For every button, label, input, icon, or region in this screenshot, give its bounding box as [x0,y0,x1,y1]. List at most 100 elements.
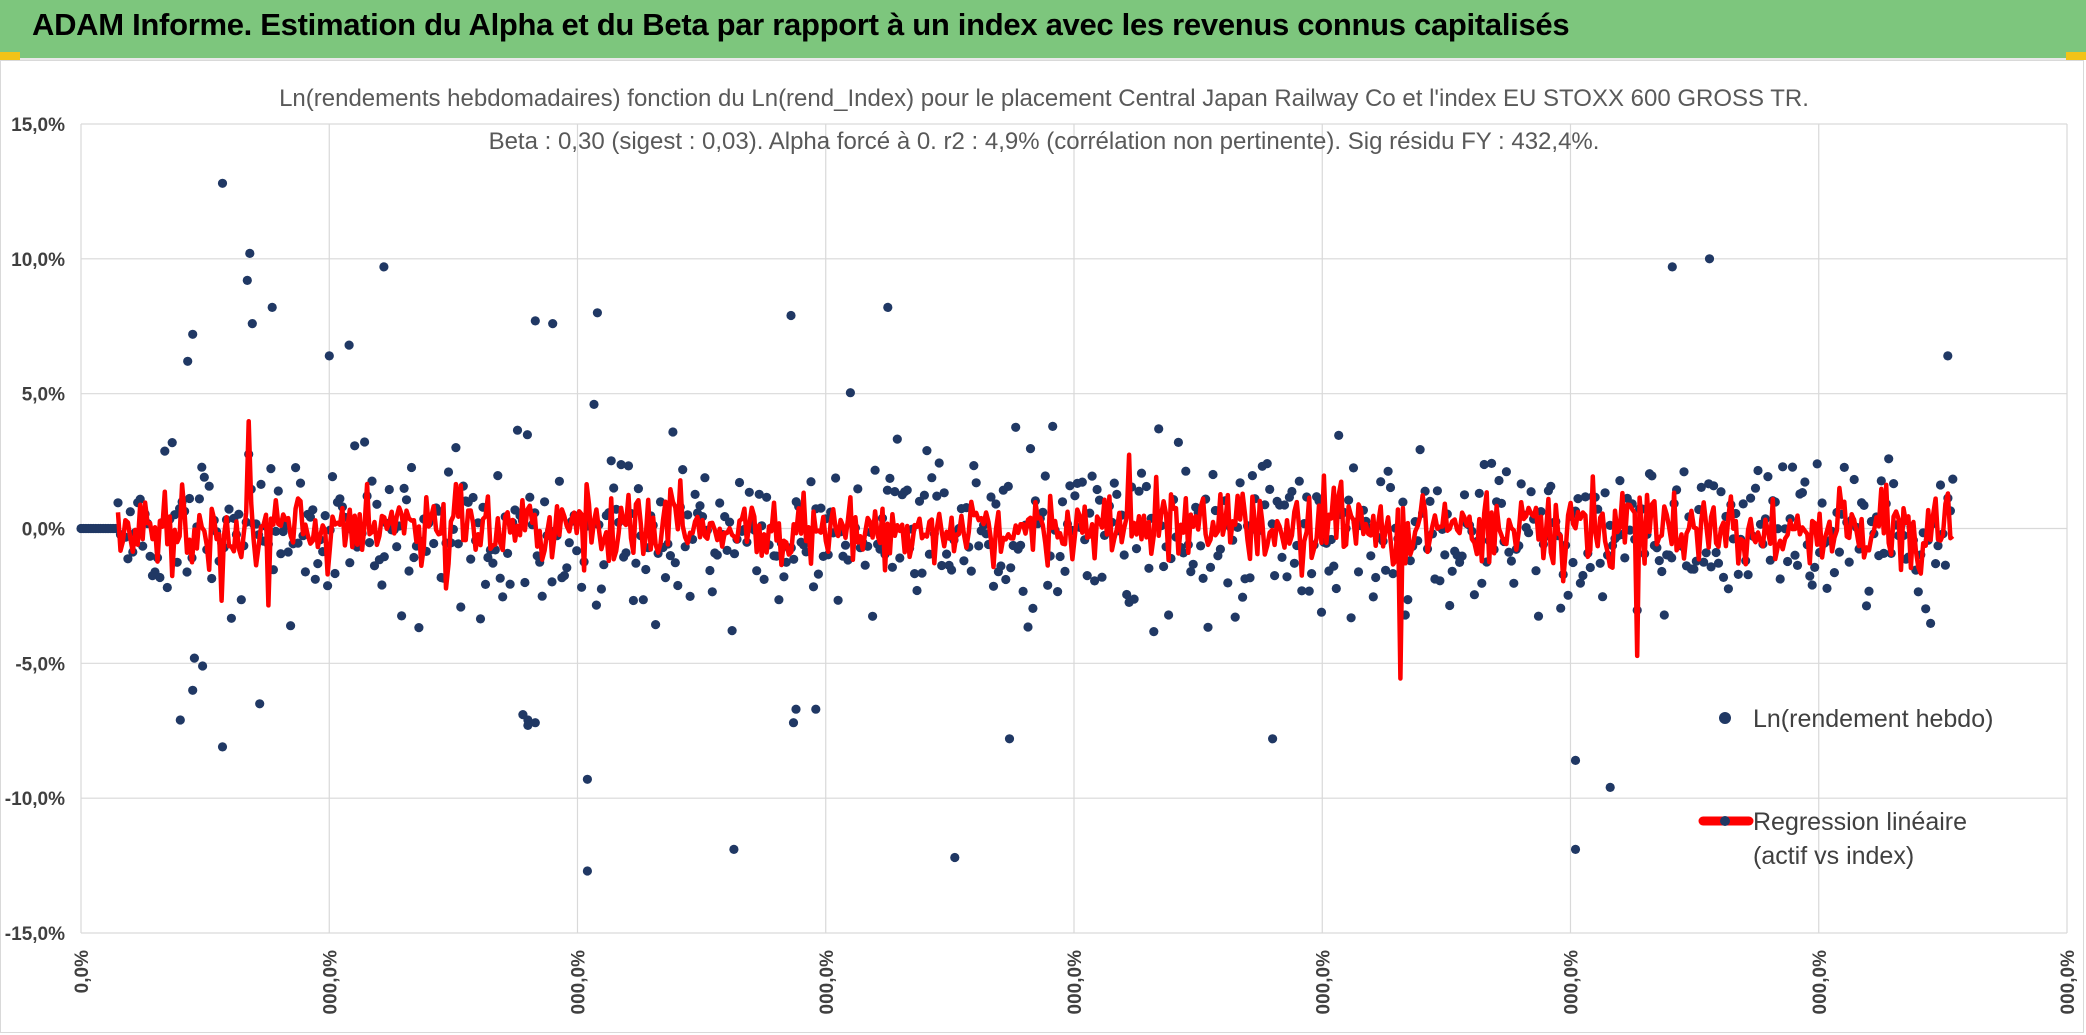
scatter-point [919,490,930,500]
scatter-point [1679,467,1689,477]
x-tick-label: 000,0% [1810,950,1831,1015]
scatter-point [522,430,533,440]
scatter-point [493,471,503,481]
scatter-point [293,538,303,548]
scatter-point [1879,548,1889,558]
scatter-point [934,458,944,468]
scatter-point [1600,488,1610,498]
scatter-point [572,546,582,556]
scatter-point [599,560,609,570]
scatter-point [1094,495,1105,505]
scatter-point [1122,589,1132,600]
scatter-point [1136,468,1147,478]
scatter-point [1943,351,1953,361]
scatter-point [1859,500,1869,510]
scatter-point [1775,574,1785,584]
scatter-point [1090,576,1100,586]
scatter-point [1289,558,1299,568]
scatter-point [123,554,133,564]
scatter-point [1134,486,1144,496]
scatter-point [1716,487,1726,497]
scatter-point [1405,556,1415,566]
scatter-point [443,467,454,477]
scatter-point [310,574,320,584]
scatter-point [247,319,257,329]
scatter-point [1570,844,1581,855]
scatter-point [273,486,283,496]
x-tick-label: 000,0% [817,950,838,1015]
scatter-point [1563,590,1573,600]
scatter-point [939,488,949,498]
scatter-point [1223,578,1233,588]
scatter-point [207,573,217,584]
scatter-point [453,539,463,549]
y-tick-label: -15,0% [5,924,65,945]
scatter-point [475,614,486,624]
regression-line [115,418,1955,681]
scatter-point [548,319,558,329]
scatter-point [1738,499,1748,509]
scatter-point [1060,566,1070,576]
scatter-point [1023,622,1033,632]
scatter-point [1331,583,1341,594]
scatter-point [991,499,1001,509]
scatter-point [606,456,616,466]
regression-line-layer [115,418,1955,681]
scatter-point [1605,782,1615,793]
scatter-point [959,556,969,566]
scatter-point [1097,572,1107,582]
scatter-point [577,582,587,592]
scatter-point [1477,578,1487,588]
scatter-point [831,473,841,483]
scatter-point [234,509,244,519]
scatter-point [397,611,407,621]
legend-marker-scatter [1719,712,1731,724]
scatter-point [189,653,199,663]
scatter-point [651,620,661,630]
scatter-point [1282,572,1292,582]
scatter-point [1889,479,1899,489]
scatter-point [774,595,784,605]
scatter-point [530,718,540,728]
scatter-point [488,558,498,568]
scatter-point [685,591,695,602]
scatter-point [786,310,796,321]
scatter-point [665,551,676,561]
scatter-point [468,492,478,503]
scatter-point [525,492,535,502]
scatter-point [1800,477,1810,487]
scatter-point [589,399,599,409]
scatter-point [324,351,334,361]
scatter-point [1385,482,1396,493]
scatter-point [762,492,772,502]
scatter-point [1087,471,1097,481]
scatter-point [1706,562,1716,572]
scatter-point [1753,465,1763,476]
scatter-point [350,441,360,451]
scatter-point [406,462,417,473]
scatter-point [892,434,902,444]
scatter-point [1667,553,1677,563]
scatter-point [1353,567,1364,577]
scatter-point [840,540,851,550]
scatter-point [1262,459,1272,469]
scatter-point [401,495,412,505]
scatter-point [1479,459,1489,470]
scatter-point [1235,478,1245,488]
scatter-point [678,465,688,475]
scatter-point [236,595,246,605]
scatter-point [1055,551,1065,562]
scatter-point [727,626,737,636]
scatter-point [537,591,547,601]
scatter-point [1568,557,1578,568]
scatter-point [1704,254,1715,264]
scatter-point [480,579,491,590]
legend-label-regression-line2: (actif vs index) [1753,842,1914,870]
scatter-point [1506,556,1516,566]
scatter-point [1849,474,1859,485]
scatter-point [1822,583,1832,594]
scatter-point [540,497,550,507]
scatter-point [670,558,680,568]
scatter-point [1028,603,1038,614]
scatter-point [1504,547,1514,557]
